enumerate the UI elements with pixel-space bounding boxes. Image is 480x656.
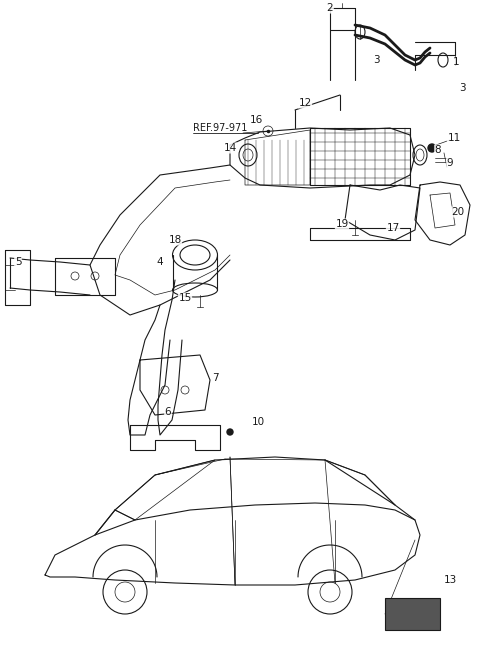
Text: REF.97-971: REF.97-971	[193, 123, 247, 133]
Circle shape	[227, 429, 233, 435]
Text: 17: 17	[386, 223, 400, 233]
Text: 20: 20	[451, 207, 465, 217]
Text: 11: 11	[447, 133, 461, 143]
Text: 1: 1	[453, 57, 459, 67]
Text: 4: 4	[156, 257, 163, 267]
Text: 15: 15	[179, 293, 192, 303]
Text: 9: 9	[447, 158, 453, 168]
Text: 5: 5	[15, 257, 21, 267]
Text: 3: 3	[372, 55, 379, 65]
Text: 14: 14	[223, 143, 237, 153]
Text: 2: 2	[327, 3, 333, 13]
Text: 3: 3	[459, 83, 465, 93]
Text: 7: 7	[212, 373, 218, 383]
Text: 18: 18	[168, 235, 181, 245]
Text: 6: 6	[165, 407, 171, 417]
Circle shape	[428, 144, 436, 152]
Text: 13: 13	[444, 575, 456, 585]
Text: 10: 10	[252, 417, 264, 427]
Text: 8: 8	[435, 145, 441, 155]
Text: 16: 16	[250, 115, 263, 125]
Text: 12: 12	[299, 98, 312, 108]
Text: 19: 19	[336, 219, 348, 229]
Bar	[385, 598, 440, 630]
